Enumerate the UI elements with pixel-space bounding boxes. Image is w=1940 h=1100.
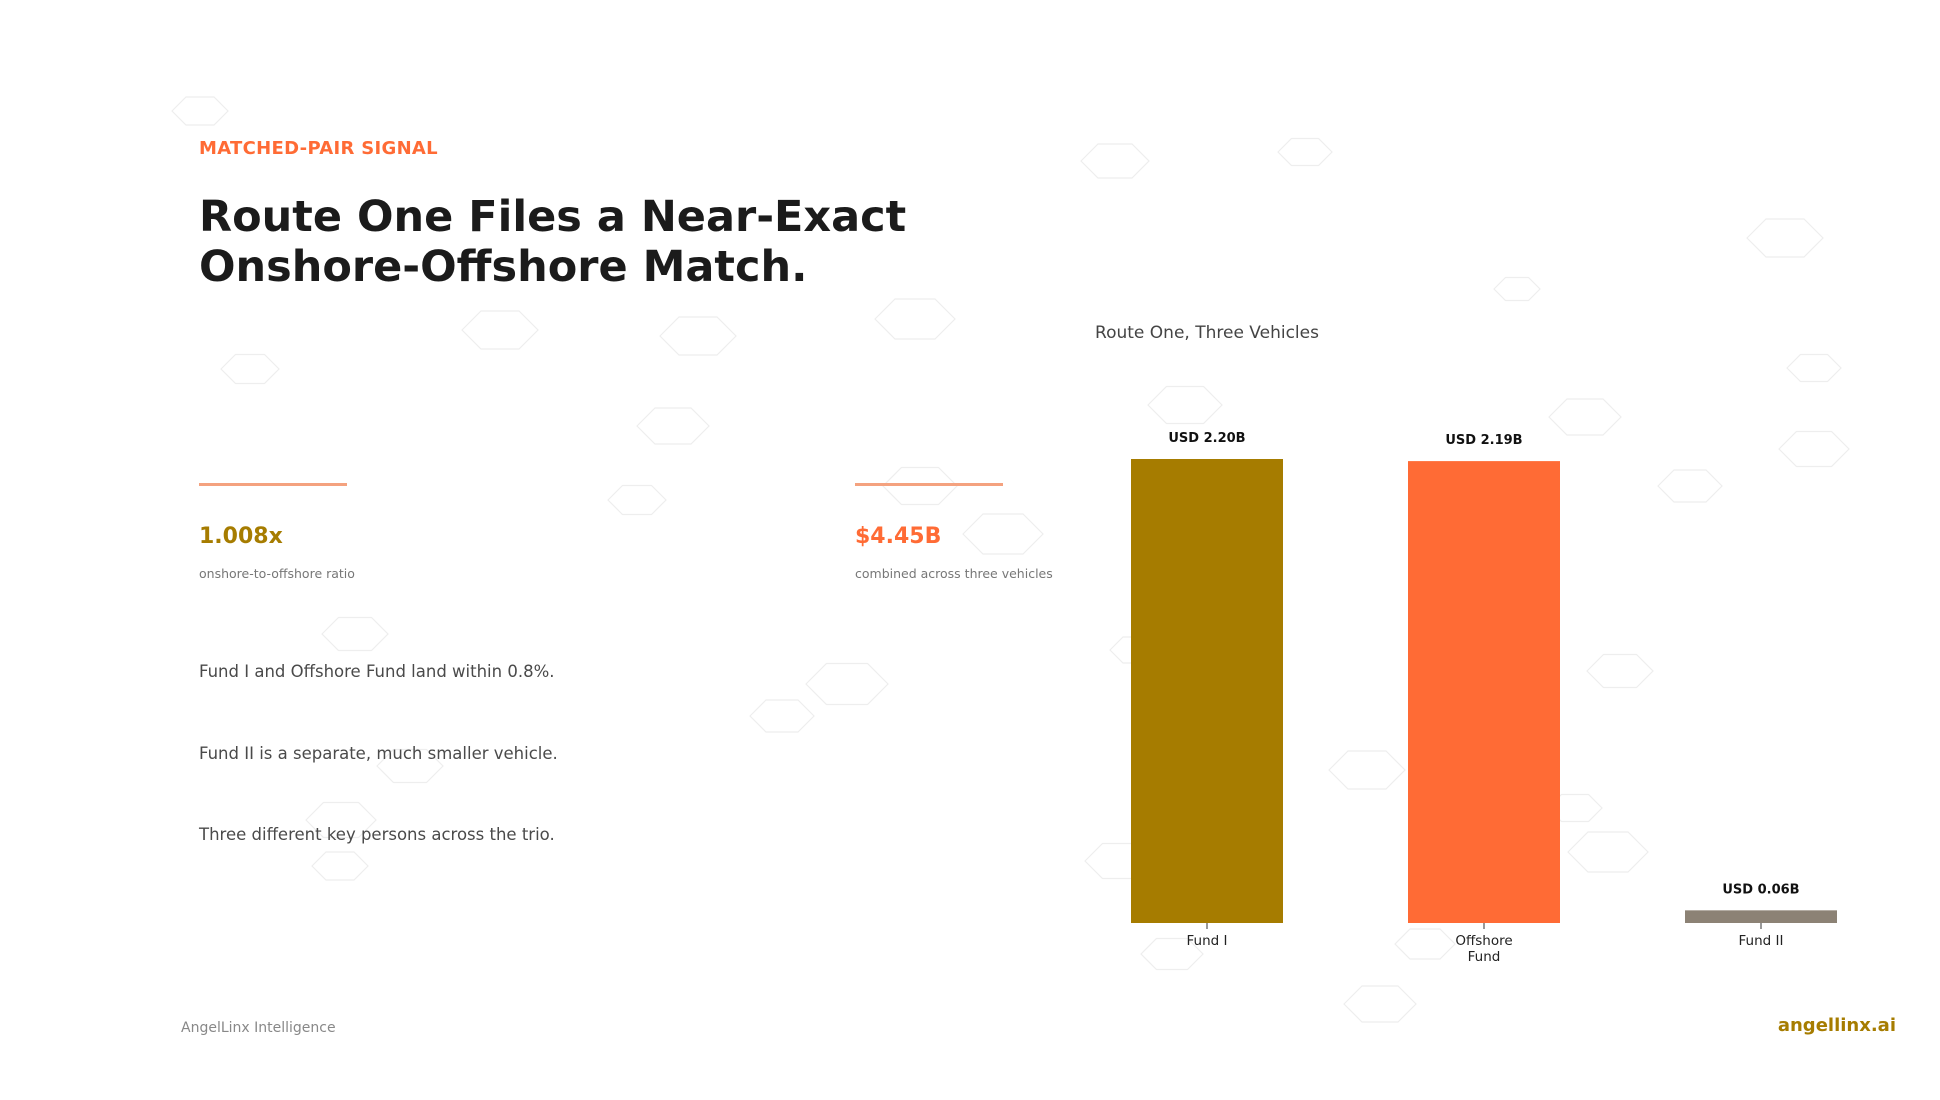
decorative-hexagon [1786, 353, 1842, 383]
decorative-hexagon [1394, 928, 1456, 960]
chart-category-label: Fund I [1187, 933, 1228, 949]
stat-card-combined: $4.45B combined across three vehicles [855, 483, 1115, 581]
decorative-hexagon [659, 316, 737, 356]
insight-line-1: Fund I and Offshore Fund land within 0.8… [199, 662, 555, 681]
decorative-hexagon [1147, 385, 1223, 425]
decorative-hexagon [1140, 937, 1204, 971]
footer-site-link[interactable]: angellinx.ai [1777, 1015, 1896, 1036]
page-title-line-1: Route One Files a Near-Exact [199, 192, 907, 242]
decorative-hexagon [1746, 218, 1824, 258]
stat-label: onshore-to-offshore ratio [199, 566, 355, 581]
decorative-hexagon [805, 662, 889, 706]
decorative-hexagon [1657, 469, 1723, 503]
page-title: Route One Files a Near-Exact Onshore-Off… [199, 192, 1099, 292]
chart-value-label: USD 2.19B [1445, 433, 1522, 448]
decorative-hexagon [1493, 276, 1541, 302]
decorative-hexagon [305, 801, 377, 839]
chart-value-label: USD 0.06B [1722, 882, 1799, 897]
decorative-hexagon [1547, 793, 1603, 823]
insight-line-3: Three different key persons across the t… [199, 825, 555, 844]
insight-line-2: Fund II is a separate, much smaller vehi… [199, 744, 558, 763]
stat-label: combined across three vehicles [855, 566, 1053, 581]
stat-value: $4.45B [855, 524, 942, 549]
chart-category-label: Fund II [1739, 933, 1784, 949]
footer-brand: AngelLinx Intelligence [181, 1020, 336, 1036]
page-title-line-2: Onshore-Offshore Match. [199, 242, 808, 292]
decorative-hexagon [1277, 137, 1333, 167]
decorative-hexagon [1548, 398, 1622, 436]
chart-value-label: USD 2.20B [1168, 431, 1245, 446]
decorative-hexagon [220, 353, 280, 385]
stat-accent-rule [855, 483, 1003, 486]
chart-bar [1685, 910, 1837, 923]
decorative-hexagon [1328, 750, 1406, 790]
decorative-hexagon [1343, 985, 1417, 1023]
chart-bar [1131, 459, 1283, 923]
stat-value: 1.008x [199, 524, 283, 549]
chart-title: Route One, Three Vehicles [1095, 323, 1319, 343]
chart-bar [1408, 461, 1560, 923]
decorative-hexagon [1080, 143, 1150, 179]
decorative-hexagon [171, 96, 229, 126]
stat-card-ratio: 1.008x onshore-to-offshore ratio [199, 483, 459, 581]
decorative-hexagon [376, 748, 444, 784]
decorative-hexagon [461, 310, 539, 350]
decorative-hexagon [636, 407, 710, 445]
section-eyebrow: MATCHED-PAIR SIGNAL [199, 138, 438, 159]
decorative-hexagon [311, 851, 369, 881]
decorative-hexagon [749, 699, 815, 733]
decorative-hexagon [1778, 430, 1850, 468]
stat-accent-rule [199, 483, 347, 486]
bar-chart: Route One, Three Vehicles USD 2.20B Fund I… [1095, 323, 1837, 965]
decorative-hexagon [1567, 831, 1649, 873]
chart-category-label: Fund [1468, 949, 1501, 965]
decorative-hexagon [882, 466, 958, 506]
chart-category-label: Offshore [1455, 933, 1512, 949]
decorative-hexagon [962, 513, 1044, 555]
decorative-hexagon [1586, 653, 1654, 689]
decorative-hexagon [874, 298, 956, 340]
decorative-hexagon [321, 616, 389, 652]
decorative-hexagon [607, 484, 667, 516]
